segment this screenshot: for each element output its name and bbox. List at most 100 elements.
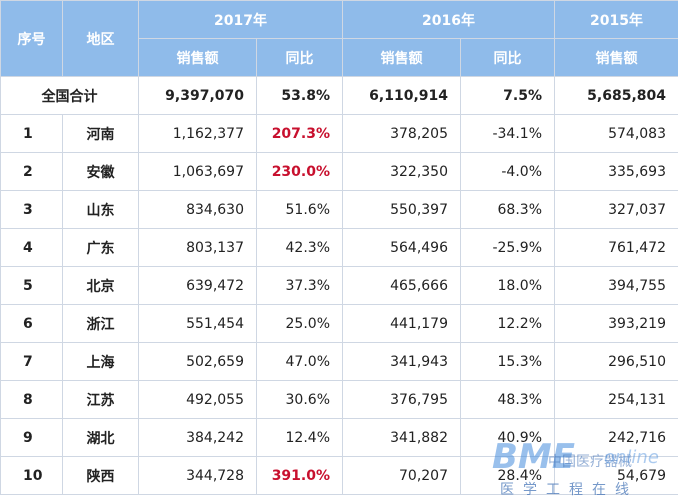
total-yoy-2017: 53.8% [256, 76, 343, 115]
row-index: 9 [0, 418, 63, 457]
row-sales-2015: 393,219 [554, 304, 678, 343]
table-row: 8 江苏 492,055 30.6% 376,795 48.3% 254,131 [0, 380, 678, 419]
header-yoy-2017: 同比 [256, 38, 343, 77]
header-year-2015: 2015年 [554, 0, 678, 39]
table-row: 3 山东 834,630 51.6% 550,397 68.3% 327,037 [0, 190, 678, 229]
row-region: 江苏 [62, 380, 139, 419]
row-yoy-2016: -34.1% [460, 114, 555, 153]
header-index: 序号 [0, 0, 63, 77]
row-sales-2016: 70,207 [342, 456, 461, 495]
row-sales-2016: 550,397 [342, 190, 461, 229]
row-region: 上海 [62, 342, 139, 381]
row-sales-2016: 378,205 [342, 114, 461, 153]
row-sales-2017: 384,242 [138, 418, 257, 457]
row-sales-2015: 335,693 [554, 152, 678, 191]
row-index: 7 [0, 342, 63, 381]
row-yoy-2016: 40.9% [460, 418, 555, 457]
header-row-years: 序号 地区 2017年 2016年 2015年 [0, 0, 678, 77]
row-region: 北京 [62, 266, 139, 305]
table-row: 4 广东 803,137 42.3% 564,496 -25.9% 761,472 [0, 228, 678, 267]
row-sales-2015: 327,037 [554, 190, 678, 229]
row-sales-2017: 344,728 [138, 456, 257, 495]
table-row: 9 湖北 384,242 12.4% 341,882 40.9% 242,716 [0, 418, 678, 457]
header-year-2017: 2017年 [138, 0, 343, 39]
row-sales-2015: 254,131 [554, 380, 678, 419]
row-yoy-2016: -4.0% [460, 152, 555, 191]
row-index: 2 [0, 152, 63, 191]
row-region: 山东 [62, 190, 139, 229]
row-yoy-2017: 42.3% [256, 228, 343, 267]
row-index: 4 [0, 228, 63, 267]
row-sales-2015: 54,679 [554, 456, 678, 495]
row-index: 10 [0, 456, 63, 495]
table-row: 2 安徽 1,063,697 230.0% 322,350 -4.0% 335,693 [0, 152, 678, 191]
row-index: 3 [0, 190, 63, 229]
row-sales-2015: 574,083 [554, 114, 678, 153]
row-sales-2017: 1,162,377 [138, 114, 257, 153]
table-row: 10 陕西 344,728 391.0% 70,207 28.4% 54,679 [0, 456, 678, 495]
row-yoy-2016: 15.3% [460, 342, 555, 381]
header-sales-2015: 销售额 [554, 38, 678, 77]
header-sales-2016: 销售额 [342, 38, 461, 77]
row-yoy-2017: 391.0% [256, 456, 343, 495]
row-yoy-2017: 37.3% [256, 266, 343, 305]
row-yoy-2016: -25.9% [460, 228, 555, 267]
row-yoy-2017: 47.0% [256, 342, 343, 381]
header-row-metrics: 销售额 同比 销售额 同比 销售额 [1, 38, 678, 77]
total-row: 全国合计 9,397,070 53.8% 6,110,914 7.5% 5,68… [0, 76, 678, 115]
row-sales-2015: 296,510 [554, 342, 678, 381]
header-region: 地区 [62, 0, 139, 77]
table-row: 1 河南 1,162,377 207.3% 378,205 -34.1% 574,083 [0, 114, 678, 153]
table-row: 6 浙江 551,454 25.0% 441,179 12.2% 393,219 [0, 304, 678, 343]
table-row: 5 北京 639,472 37.3% 465,666 18.0% 394,755 [0, 266, 678, 305]
row-yoy-2017: 207.3% [256, 114, 343, 153]
header-yoy-2016: 同比 [460, 38, 555, 77]
row-yoy-2017: 25.0% [256, 304, 343, 343]
row-yoy-2017: 230.0% [256, 152, 343, 191]
row-index: 8 [0, 380, 63, 419]
row-yoy-2016: 68.3% [460, 190, 555, 229]
row-sales-2017: 551,454 [138, 304, 257, 343]
header-year-2016: 2016年 [342, 0, 555, 39]
row-yoy-2016: 48.3% [460, 380, 555, 419]
row-sales-2016: 322,350 [342, 152, 461, 191]
row-sales-2017: 492,055 [138, 380, 257, 419]
row-sales-2015: 242,716 [554, 418, 678, 457]
total-sales-2015: 5,685,804 [554, 76, 678, 115]
total-yoy-2016: 7.5% [460, 76, 555, 115]
row-sales-2016: 376,795 [342, 380, 461, 419]
row-yoy-2016: 28.4% [460, 456, 555, 495]
row-yoy-2017: 30.6% [256, 380, 343, 419]
total-sales-2017: 9,397,070 [138, 76, 257, 115]
row-sales-2017: 1,063,697 [138, 152, 257, 191]
row-region: 安徽 [62, 152, 139, 191]
row-sales-2017: 803,137 [138, 228, 257, 267]
row-region: 广东 [62, 228, 139, 267]
row-sales-2016: 564,496 [342, 228, 461, 267]
row-index: 5 [0, 266, 63, 305]
total-sales-2016: 6,110,914 [342, 76, 461, 115]
row-sales-2016: 465,666 [342, 266, 461, 305]
row-region: 河南 [62, 114, 139, 153]
row-sales-2017: 639,472 [138, 266, 257, 305]
row-sales-2015: 394,755 [554, 266, 678, 305]
row-region: 浙江 [62, 304, 139, 343]
row-region: 湖北 [62, 418, 139, 457]
row-sales-2017: 834,630 [138, 190, 257, 229]
header-sales-2017: 销售额 [138, 38, 257, 77]
row-yoy-2017: 12.4% [256, 418, 343, 457]
row-sales-2015: 761,472 [554, 228, 678, 267]
row-sales-2017: 502,659 [138, 342, 257, 381]
table-row: 7 上海 502,659 47.0% 341,943 15.3% 296,510 [0, 342, 678, 381]
row-yoy-2017: 51.6% [256, 190, 343, 229]
row-yoy-2016: 12.2% [460, 304, 555, 343]
row-yoy-2016: 18.0% [460, 266, 555, 305]
row-sales-2016: 341,882 [342, 418, 461, 457]
row-sales-2016: 441,179 [342, 304, 461, 343]
total-label: 全国合计 [0, 76, 139, 115]
row-index: 1 [0, 114, 63, 153]
row-sales-2016: 341,943 [342, 342, 461, 381]
row-region: 陕西 [62, 456, 139, 495]
row-index: 6 [0, 304, 63, 343]
